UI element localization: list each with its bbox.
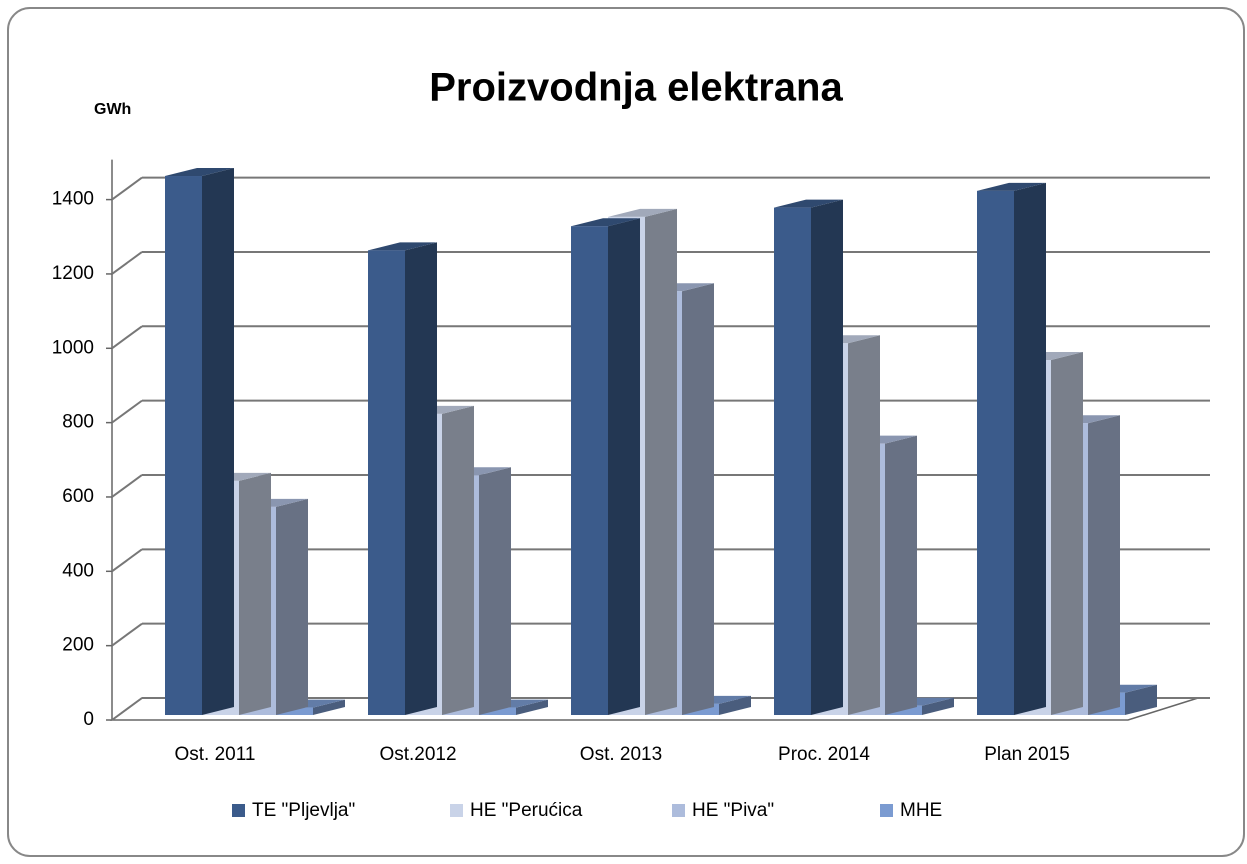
y-tick-label: 0 <box>83 709 94 730</box>
legend-label: MHE <box>900 800 942 821</box>
y-tick-label: 400 <box>62 560 94 581</box>
x-tick-label: Proc. 2014 <box>778 744 870 765</box>
bar-front <box>165 176 202 715</box>
x-tick-label: Ost. 2011 <box>175 744 256 765</box>
bar <box>165 168 234 715</box>
bar-side <box>276 498 308 715</box>
grid-line <box>111 176 143 201</box>
grid-line <box>111 325 143 350</box>
bar-top <box>368 242 437 251</box>
bar-side <box>313 699 345 715</box>
y-tick-label: 600 <box>62 486 94 507</box>
y-axis-label: GWh <box>94 101 131 118</box>
bar-top <box>977 182 1046 191</box>
legend-swatch <box>450 804 463 817</box>
legend-swatch <box>232 804 245 817</box>
bar-front <box>774 207 811 716</box>
bar-side <box>608 218 640 715</box>
bar-front <box>276 707 313 715</box>
legend-swatch <box>672 804 685 817</box>
grid-line <box>111 399 143 424</box>
x-tick-label: Ost.2012 <box>379 744 456 765</box>
bar-side <box>922 697 954 715</box>
grid-line <box>111 251 143 275</box>
bar-side <box>202 168 234 715</box>
grid-line <box>111 548 143 573</box>
bar-top <box>571 218 640 227</box>
y-tick-label: 1000 <box>52 337 94 358</box>
bar-top <box>774 199 843 208</box>
bar-side <box>682 283 714 715</box>
labels: 0 200 400 600 800 1000 1200 1400 Ost. 2011 Ost.20… <box>52 189 1070 821</box>
bars <box>165 168 1157 716</box>
y-tick-label: 1400 <box>52 189 94 210</box>
bar-front <box>571 226 608 715</box>
bar-side <box>719 695 751 715</box>
bar-front <box>479 707 516 715</box>
y-tick-label: 800 <box>62 412 94 433</box>
legend-label: HE "Piva" <box>692 800 774 821</box>
bar-side <box>442 405 474 715</box>
bar <box>368 242 437 715</box>
bar-side <box>1014 182 1046 715</box>
bar <box>774 199 843 716</box>
bar-front <box>368 250 405 715</box>
bar-top <box>165 168 234 177</box>
grid-line <box>111 474 143 498</box>
bar <box>977 182 1046 715</box>
bar-side <box>645 208 677 715</box>
bar-side <box>848 335 880 715</box>
bar <box>571 218 640 715</box>
bar-side <box>479 467 511 715</box>
legend-label: HE "Perućica <box>470 800 583 821</box>
bar-side <box>885 435 917 715</box>
x-tick-label: Ost. 2013 <box>580 744 662 765</box>
bar-side <box>1051 352 1083 715</box>
bar-side <box>239 472 271 715</box>
x-tick-label: Plan 2015 <box>984 744 1070 765</box>
bar-top <box>608 208 677 217</box>
bar-front <box>977 190 1014 715</box>
grid-line <box>111 697 143 721</box>
grid-line <box>111 622 143 647</box>
bar-side <box>516 699 548 715</box>
bar-side <box>1088 415 1120 715</box>
y-tick-label: 1200 <box>52 263 94 284</box>
bar-side <box>811 199 843 716</box>
bar-side <box>405 242 437 715</box>
chart-title: Proizvodnja elektrana <box>429 66 843 110</box>
bar-side <box>1125 684 1157 715</box>
y-tick-label: 200 <box>62 635 94 656</box>
legend-swatch <box>880 804 893 817</box>
legend-label: TE "Pljevlja" <box>252 800 355 821</box>
